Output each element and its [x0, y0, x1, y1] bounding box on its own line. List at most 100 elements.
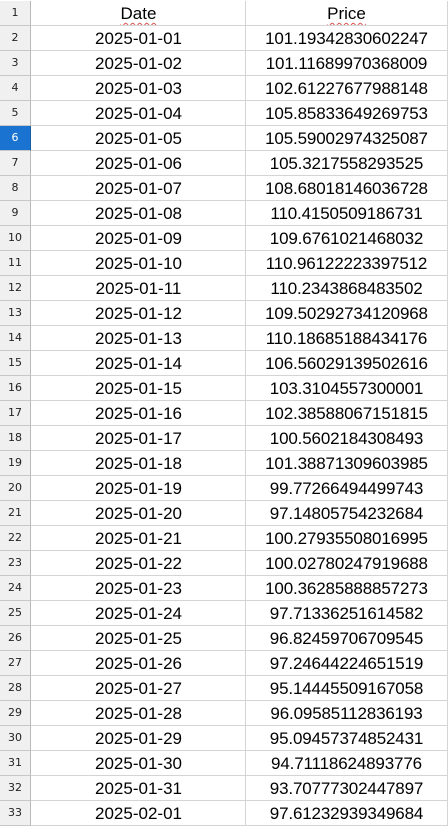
price-cell[interactable]: 95.14445509167058 [246, 676, 448, 700]
date-cell[interactable]: 2025-01-29 [32, 726, 246, 750]
table-row[interactable]: 14 2025-01-13 110.18685188434176 [0, 326, 448, 351]
price-cell[interactable]: 94.71118624893776 [246, 751, 448, 775]
column-header-date[interactable]: Date [32, 1, 246, 25]
date-cell[interactable]: 2025-01-17 [32, 426, 246, 450]
date-cell[interactable]: 2025-01-05 [32, 126, 246, 150]
price-cell[interactable]: 110.4150509186731 [246, 201, 448, 225]
row-header[interactable]: 12 [0, 276, 31, 301]
row-header[interactable]: 15 [0, 351, 31, 376]
price-cell[interactable]: 102.38588067151815 [246, 401, 448, 425]
price-cell[interactable]: 108.68018146036728 [246, 176, 448, 200]
date-cell[interactable]: 2025-01-19 [32, 476, 246, 500]
row-header[interactable]: 30 [0, 726, 31, 751]
row-header[interactable]: 28 [0, 676, 31, 701]
price-cell[interactable]: 102.61227677988148 [246, 76, 448, 100]
date-cell[interactable]: 2025-01-25 [32, 626, 246, 650]
price-cell[interactable]: 109.6761021468032 [246, 226, 448, 250]
table-row[interactable]: 20 2025-01-19 99.77266494499743 [0, 476, 448, 501]
price-cell[interactable]: 96.09585112836193 [246, 701, 448, 725]
row-header[interactable]: 4 [0, 76, 31, 101]
price-cell[interactable]: 97.71336251614582 [246, 601, 448, 625]
row-header[interactable]: 1 [0, 1, 31, 26]
table-row[interactable]: 30 2025-01-29 95.09457374852431 [0, 726, 448, 751]
row-header[interactable]: 22 [0, 526, 31, 551]
table-row[interactable]: 24 2025-01-23 100.36285888857273 [0, 576, 448, 601]
date-cell[interactable]: 2025-01-14 [32, 351, 246, 375]
row-header[interactable]: 2 [0, 26, 31, 51]
date-cell[interactable]: 2025-01-10 [32, 251, 246, 275]
price-cell[interactable]: 100.02780247919688 [246, 551, 448, 575]
row-header[interactable]: 17 [0, 401, 31, 426]
table-row[interactable]: 10 2025-01-09 109.6761021468032 [0, 226, 448, 251]
date-cell[interactable]: 2025-01-24 [32, 601, 246, 625]
table-row[interactable]: 21 2025-01-20 97.14805754232684 [0, 501, 448, 526]
date-cell[interactable]: 2025-01-22 [32, 551, 246, 575]
date-cell[interactable]: 2025-02-01 [32, 801, 246, 825]
date-cell[interactable]: 2025-01-15 [32, 376, 246, 400]
row-header[interactable]: 20 [0, 476, 31, 501]
table-row[interactable]: 7 2025-01-06 105.3217558293525 [0, 151, 448, 176]
price-cell[interactable]: 96.82459706709545 [246, 626, 448, 650]
row-header[interactable]: 32 [0, 776, 31, 801]
date-cell[interactable]: 2025-01-16 [32, 401, 246, 425]
date-cell[interactable]: 2025-01-12 [32, 301, 246, 325]
table-row[interactable]: 32 2025-01-31 93.70777302447897 [0, 776, 448, 801]
date-cell[interactable]: 2025-01-11 [32, 276, 246, 300]
table-row[interactable]: 2 2025-01-01 101.19342830602247 [0, 26, 448, 51]
date-cell[interactable]: 2025-01-08 [32, 201, 246, 225]
table-row[interactable]: 6 2025-01-05 105.59002974325087 [0, 126, 448, 151]
table-row[interactable]: 33 2025-02-01 97.61232939349684 [0, 801, 448, 826]
row-header[interactable]: 5 [0, 101, 31, 126]
price-cell[interactable]: 101.19342830602247 [246, 26, 448, 50]
price-cell[interactable]: 97.24644224651519 [246, 651, 448, 675]
date-cell[interactable]: 2025-01-04 [32, 101, 246, 125]
price-cell[interactable]: 105.59002974325087 [246, 126, 448, 150]
table-row[interactable]: 26 2025-01-25 96.82459706709545 [0, 626, 448, 651]
price-cell[interactable]: 106.56029139502616 [246, 351, 448, 375]
row-header[interactable]: 9 [0, 201, 31, 226]
row-header[interactable]: 16 [0, 376, 31, 401]
row-header[interactable]: 14 [0, 326, 31, 351]
table-row[interactable]: 16 2025-01-15 103.3104557300001 [0, 376, 448, 401]
row-header[interactable]: 19 [0, 451, 31, 476]
date-cell[interactable]: 2025-01-27 [32, 676, 246, 700]
row-header[interactable]: 11 [0, 251, 31, 276]
table-row[interactable]: 18 2025-01-17 100.5602184308493 [0, 426, 448, 451]
price-cell[interactable]: 110.18685188434176 [246, 326, 448, 350]
header-row[interactable]: 1 Date Price [0, 1, 448, 26]
table-row[interactable]: 31 2025-01-30 94.71118624893776 [0, 751, 448, 776]
table-row[interactable]: 27 2025-01-26 97.24644224651519 [0, 651, 448, 676]
date-cell[interactable]: 2025-01-07 [32, 176, 246, 200]
row-header[interactable]: 7 [0, 151, 31, 176]
date-cell[interactable]: 2025-01-21 [32, 526, 246, 550]
price-cell[interactable]: 100.27935508016995 [246, 526, 448, 550]
row-header[interactable]: 25 [0, 601, 31, 626]
table-row[interactable]: 29 2025-01-28 96.09585112836193 [0, 701, 448, 726]
price-cell[interactable]: 97.61232939349684 [246, 801, 448, 825]
row-header[interactable]: 29 [0, 701, 31, 726]
date-cell[interactable]: 2025-01-20 [32, 501, 246, 525]
price-cell[interactable]: 110.96122223397512 [246, 251, 448, 275]
row-header[interactable]: 13 [0, 301, 31, 326]
row-header[interactable]: 27 [0, 651, 31, 676]
row-header[interactable]: 26 [0, 626, 31, 651]
date-cell[interactable]: 2025-01-02 [32, 51, 246, 75]
price-cell[interactable]: 93.70777302447897 [246, 776, 448, 800]
table-row[interactable]: 15 2025-01-14 106.56029139502616 [0, 351, 448, 376]
table-row[interactable]: 11 2025-01-10 110.96122223397512 [0, 251, 448, 276]
date-cell[interactable]: 2025-01-30 [32, 751, 246, 775]
price-cell[interactable]: 95.09457374852431 [246, 726, 448, 750]
date-cell[interactable]: 2025-01-06 [32, 151, 246, 175]
row-header[interactable]: 18 [0, 426, 31, 451]
table-row[interactable]: 8 2025-01-07 108.68018146036728 [0, 176, 448, 201]
date-cell[interactable]: 2025-01-31 [32, 776, 246, 800]
price-cell[interactable]: 110.2343868483502 [246, 276, 448, 300]
table-row[interactable]: 23 2025-01-22 100.02780247919688 [0, 551, 448, 576]
column-header-price[interactable]: Price [246, 1, 448, 25]
row-header[interactable]: 10 [0, 226, 31, 251]
date-cell[interactable]: 2025-01-23 [32, 576, 246, 600]
table-row[interactable]: 13 2025-01-12 109.50292734120968 [0, 301, 448, 326]
row-header[interactable]: 6 [0, 126, 31, 151]
table-row[interactable]: 28 2025-01-27 95.14445509167058 [0, 676, 448, 701]
